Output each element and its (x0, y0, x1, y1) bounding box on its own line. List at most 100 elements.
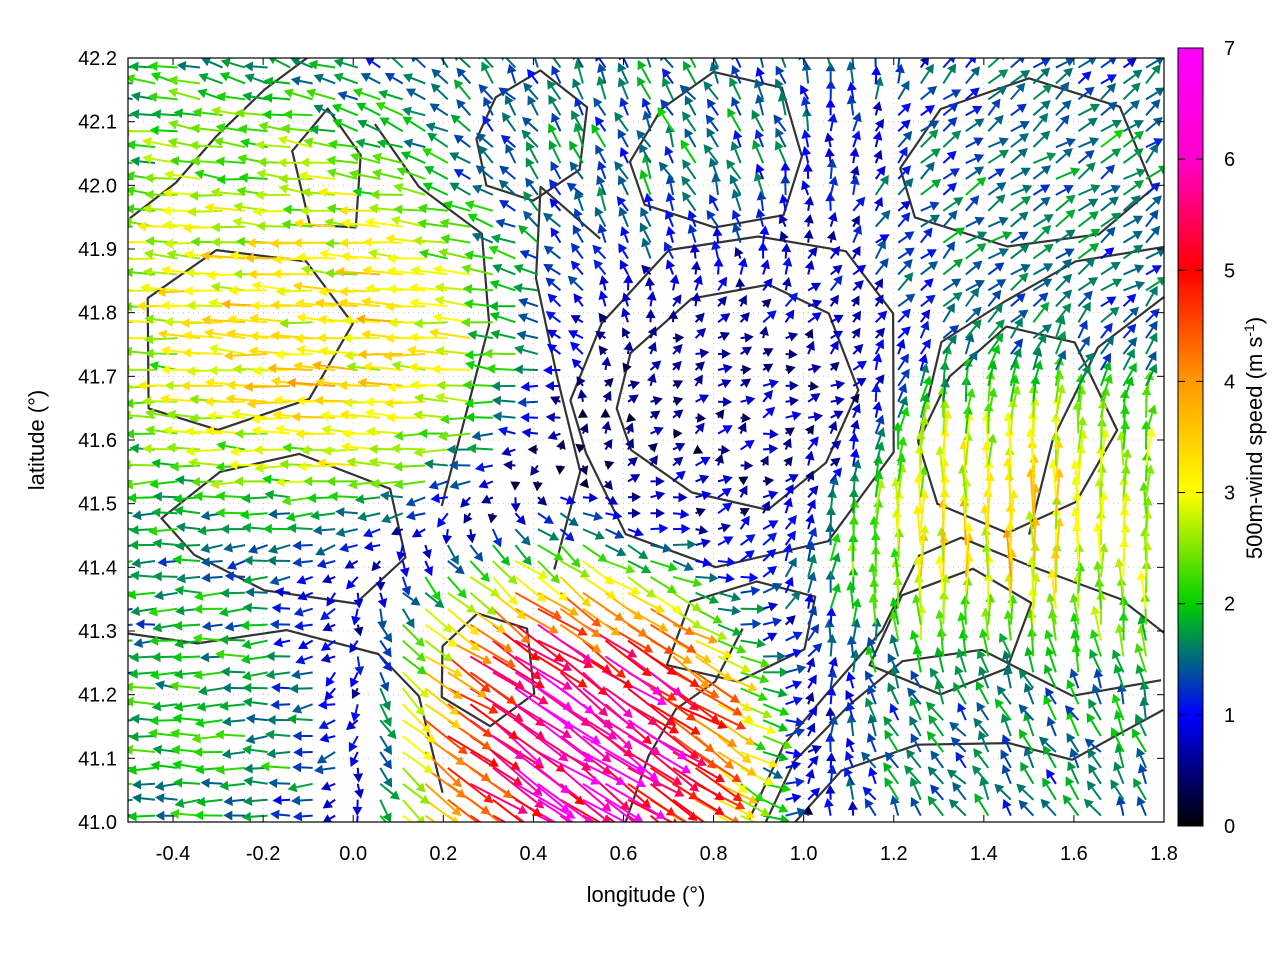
wind-arrow (717, 798, 756, 819)
wind-arrow-head (656, 696, 668, 706)
wind-arrow (242, 744, 268, 755)
wind-arrow (824, 797, 834, 816)
wind-arrow-shaft (300, 703, 314, 710)
wind-arrow-shaft (762, 351, 767, 355)
wind-arrow-head (319, 733, 330, 743)
wind-arrow-shaft (473, 400, 493, 405)
wind-arrow-head (442, 623, 453, 633)
wind-arrow-shaft (829, 642, 833, 657)
wind-arrow (402, 751, 434, 774)
wind-arrow-head (1136, 570, 1147, 581)
wind-arrow-shaft (868, 792, 877, 801)
wind-arrow (627, 719, 688, 760)
wind-arrow (128, 696, 156, 707)
wind-arrow-head (812, 643, 823, 653)
wind-arrow-shaft (160, 623, 178, 629)
wind-arrow (954, 665, 967, 689)
wind-arrow-shaft (785, 700, 795, 706)
wind-arrow-head (508, 838, 518, 847)
wind-arrow-head (792, 631, 803, 641)
wind-arrow (320, 781, 336, 791)
wind-arrow-head (219, 780, 229, 791)
wind-arrow-shaft (958, 673, 967, 689)
wind-arrow (402, 703, 432, 734)
wind-arrow (128, 811, 156, 822)
wind-arrow-head (782, 739, 793, 750)
wind-arrow-shaft (1141, 632, 1147, 657)
wind-arrow-shaft (469, 782, 521, 811)
wind-arrow-head (623, 747, 634, 757)
wind-arrow-head (271, 603, 281, 614)
wind-arrow (604, 639, 652, 677)
wind-arrow-head (274, 587, 284, 598)
wind-arrow-head (866, 636, 877, 647)
wind-arrow-head (529, 651, 540, 661)
wind-arrow-shaft (1070, 717, 1080, 737)
wind-arrow (1043, 694, 1057, 721)
wind-arrow (1113, 761, 1125, 785)
wind-arrow-head (483, 793, 494, 804)
wind-arrow-head (101, 780, 110, 790)
wind-arrow (604, 814, 616, 822)
wind-arrow-shaft (827, 806, 832, 816)
wind-arrow (672, 719, 715, 753)
wind-arrow-head (383, 777, 393, 788)
wind-arrow-head (172, 652, 182, 663)
wind-arrow (128, 682, 156, 693)
wind-arrow-shaft (302, 623, 313, 627)
wind-arrow (172, 652, 201, 663)
wind-arrow-shaft (537, 719, 587, 758)
wind-arrow-head (466, 603, 477, 613)
wind-arrow-head (1038, 736, 1049, 747)
wind-arrow-shaft (717, 526, 723, 531)
wind-arrow (807, 755, 819, 769)
wind-arrow (604, 655, 663, 695)
wind-arrow-head (382, 744, 392, 756)
wind-arrow (1090, 605, 1102, 641)
wind-arrow-head (271, 682, 281, 693)
wind-arrow-shaft (913, 784, 922, 801)
wind-arrow-shaft (672, 735, 711, 764)
wind-arrow-shaft (322, 766, 336, 771)
wind-arrow-head (747, 682, 758, 692)
wind-arrow-shaft (785, 400, 791, 403)
wind-arrow-shaft (807, 793, 815, 801)
wind-arrow-shaft (849, 745, 855, 753)
wind-arrow (1046, 592, 1057, 625)
wind-arrow-shaft (648, 285, 652, 291)
wind-arrow-shaft (223, 653, 246, 658)
wind-arrow (785, 748, 803, 759)
wind-arrow-shaft (514, 639, 565, 668)
wind-arrow-shaft (762, 766, 776, 776)
wind-arrow (1069, 668, 1080, 689)
wind-arrow-shaft (784, 462, 789, 467)
wind-arrow (223, 796, 246, 807)
wind-arrow-shaft (559, 767, 606, 807)
wind-arrow-head (242, 744, 252, 755)
wind-arrow-shaft (321, 528, 336, 532)
wind-arrow-head (805, 657, 816, 668)
wind-arrow-shaft (379, 751, 388, 763)
wind-arrow-shaft (582, 782, 637, 818)
wind-arrow (215, 764, 246, 775)
wind-arrow (223, 810, 246, 821)
wind-arrow-shaft (328, 782, 336, 788)
wind-arrow (128, 719, 133, 722)
wind-arrow-head (736, 644, 747, 654)
wind-arrow (1001, 734, 1012, 753)
wind-arrow-shaft (1143, 689, 1147, 705)
wind-arrow-shaft (942, 465, 946, 498)
wind-arrow-head (717, 630, 728, 641)
wind-arrow-head (513, 712, 524, 722)
contour-line (1028, 296, 1164, 535)
wind-arrow (805, 768, 815, 785)
wind-arrow-head (973, 748, 983, 759)
wind-arrow-shaft (850, 644, 855, 657)
wind-arrow-shaft (1073, 755, 1080, 769)
wind-arrow-head (215, 764, 225, 775)
wind-arrow (1089, 628, 1102, 657)
wind-arrow (906, 748, 922, 769)
wind-arrow-head (242, 682, 252, 693)
wind-arrow-shaft (785, 684, 795, 690)
wind-arrow (1016, 783, 1035, 801)
